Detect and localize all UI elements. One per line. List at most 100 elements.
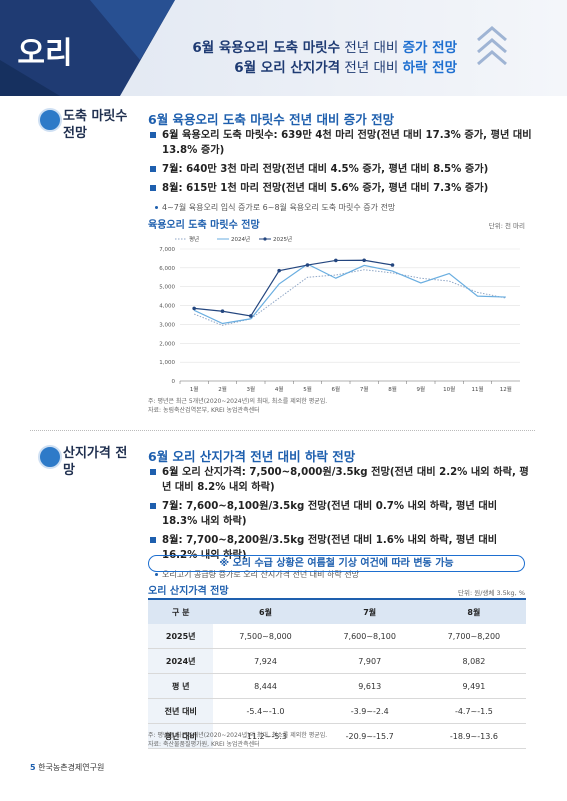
- bullet: 6월 육용오리 도축 마릿수: 639만 4천 마리 전망(전년 대비 17.3…: [148, 128, 533, 158]
- y-tick-label: 1,000: [159, 360, 175, 366]
- series-marker: [277, 268, 281, 273]
- legend-label: 평년: [189, 235, 199, 243]
- table-cell: 7,924: [213, 648, 318, 674]
- header-text: 6월 오리 산지가격: [234, 60, 341, 76]
- bullet-note: 오리고기 공급량 증가로 오리 산지가격 전년 대비 하락 전망: [148, 567, 533, 582]
- page-number: 5: [30, 763, 36, 772]
- note: 자료: 축산물품질평가원, KREI 농업관측센터: [148, 741, 260, 748]
- x-tick-label: 5월: [303, 385, 312, 393]
- series-marker: [390, 263, 395, 267]
- table-row: 평년 대비 -11.2~-5.3 -20.9~-15.7 -18.9~-13.6: [148, 723, 526, 749]
- table-row: 전년 대비 -5.4~-1.0 -3.9~-2.4 -4.7~-1.5: [148, 698, 526, 724]
- chart-notes: 주: 평년은 최근 5개년(2020~2024년)의 최대, 최소를 제외한 평…: [148, 397, 327, 415]
- x-tick-label: 10월: [443, 385, 455, 393]
- section-label: 산지가격 전망: [63, 446, 128, 478]
- table-cell: 7,500~8,000: [213, 624, 318, 649]
- x-tick-label: 8월: [388, 385, 397, 393]
- section-icon: [38, 445, 62, 469]
- series-marker: [334, 258, 338, 263]
- header-text: 전년 대비: [344, 40, 399, 56]
- table-cell: 평년 대비: [148, 723, 214, 749]
- callout: ※ 오리 수급 상황은 여름철 기상 여건에 따라 변동 가능: [148, 555, 525, 572]
- table-cell: 7,700~8,200: [421, 624, 526, 649]
- table-header-row: 구 분 6월 7월 8월: [148, 598, 526, 624]
- table-header-cell: 구 분: [148, 598, 214, 624]
- y-tick-label: 6,000: [159, 266, 175, 272]
- table-cell: 2024년: [148, 648, 214, 674]
- series-line: [193, 269, 506, 326]
- table-cell: -20.9~-15.7: [317, 723, 422, 749]
- bullet: 6월 오리 산지가격: 7,500~8,000원/3.5kg 전망(전년 대비 …: [148, 465, 533, 495]
- divider: [30, 430, 535, 431]
- table-cell: 8,444: [213, 673, 318, 699]
- table-cell: 8,082: [421, 648, 526, 674]
- table-cell: 7,600~8,100: [317, 624, 422, 649]
- table-header-cell: 6월: [213, 598, 318, 624]
- x-tick-label: 1월: [190, 385, 199, 393]
- header-text: 6월 육용오리 도축 마릿수: [192, 40, 341, 56]
- header-highlight: 증가 전망: [402, 40, 457, 56]
- table-row: 평 년 8,444 9,613 9,491: [148, 673, 526, 699]
- note: 자료: 농림축산검역본부, KREI 농업관측센터: [148, 407, 260, 414]
- table-row: 2025년 7,500~8,000 7,600~8,100 7,700~8,200: [148, 624, 526, 649]
- table-cell: 9,491: [421, 673, 526, 699]
- table-notes: 주: 평년은 최근 5개년(2020~2024년)의 최대, 최소를 제외한 평…: [148, 731, 327, 749]
- table-cell: 9,613: [317, 673, 422, 699]
- note: 주: 평년은 최근 5개년(2020~2024년)의 최대, 최소를 제외한 평…: [148, 732, 328, 739]
- header-line: 6월 오리 산지가격 전년 대비 하락 전망: [234, 56, 457, 76]
- legend-marker: [263, 237, 267, 241]
- section-heading: 6월 오리 산지가격 전년 대비 하락 전망: [148, 449, 356, 464]
- table-cell: 2025년: [148, 624, 214, 649]
- table-cell: 전년 대비: [148, 698, 214, 724]
- table-cell: 7,907: [317, 648, 422, 674]
- table-cell: -4.7~-1.5: [421, 698, 526, 724]
- chart: 0 1,000 2,000 3,000 4,000 5,000 6,000 7,000 1월 2월…: [159, 235, 520, 393]
- x-tick-label: 9월: [417, 385, 426, 393]
- y-tick-label: 0: [172, 379, 176, 385]
- table-row: 2024년 7,924 7,907 8,082: [148, 648, 526, 674]
- table-cell: -3.9~-2.4: [317, 698, 422, 724]
- series-marker: [220, 309, 225, 314]
- y-tick-label: 2,000: [159, 341, 175, 347]
- series-line: [193, 263, 506, 325]
- bullet-note: 4~7월 육용오리 입식 증가로 6~8월 육용오리 도축 마릿수 증가 전망: [148, 200, 533, 215]
- table-cell: 평 년: [148, 673, 214, 699]
- table-cell: -11.2~-5.3: [213, 723, 318, 749]
- x-tick-label: 11월: [471, 385, 483, 393]
- table-header-cell: 7월: [317, 598, 422, 624]
- x-tick-label: 2월: [218, 385, 227, 393]
- x-tick-label: 6월: [332, 385, 341, 393]
- bullet: 7월: 640만 3천 마리 전망(전년 대비 4.5% 증가, 평년 대비 8…: [148, 162, 533, 177]
- price-table: 구 분 6월 7월 8월 2025년 7,500~8,000 7,600~8,100 7,70…: [148, 598, 526, 749]
- legend-label: 2025년: [273, 235, 292, 243]
- header-title: 오리: [17, 36, 73, 71]
- table-cell: -5.4~-1.0: [213, 698, 318, 724]
- series-marker: [362, 258, 366, 263]
- y-tick-label: 4,000: [159, 304, 175, 310]
- x-tick-label: 4월: [275, 385, 284, 393]
- footer: 5 한국농촌경제연구원: [30, 762, 104, 773]
- series-marker: [305, 263, 310, 267]
- note: 주: 평년은 최근 5개년(2020~2024년)의 최대, 최소를 제외한 평…: [148, 398, 328, 405]
- table-header-cell: 8월: [421, 598, 526, 624]
- y-tick-label: 5,000: [159, 285, 175, 291]
- bullet: 7월: 7,600~8,100원/3.5kg 전망(전년 대비 0.7% 내외 …: [148, 499, 533, 529]
- y-tick-label: 3,000: [159, 322, 175, 328]
- chart-title: 육용오리 도축 마릿수 전망: [148, 220, 260, 231]
- header-graphic: [0, 0, 507, 96]
- table-title: 오리 산지가격 전망: [148, 586, 229, 597]
- table-cell: -18.9~-13.6: [421, 723, 526, 749]
- legend-label: 2024년: [231, 235, 250, 243]
- header-highlight: 하락 전망: [402, 60, 457, 76]
- x-tick-label: 12월: [500, 385, 512, 393]
- y-tick-label: 7,000: [159, 247, 175, 253]
- table-unit: 단위: 원/생체 3.5kg, %: [458, 589, 525, 597]
- section-heading: 6월 육용오리 도축 마릿수 전년 대비 증가 전망: [148, 112, 395, 127]
- bullet-list: 6월 육용오리 도축 마릿수: 639만 4천 마리 전망(전년 대비 17.3…: [148, 128, 533, 215]
- header: 오리 6월 육용오리 도축 마릿수 전년 대비 증가 전망 6월 오리 산지가격…: [0, 0, 567, 96]
- section-label: 도축 마릿수 전망: [63, 109, 128, 141]
- section-icon: [38, 108, 62, 132]
- series-marker: [249, 314, 253, 318]
- x-tick-label: 3월: [247, 385, 256, 393]
